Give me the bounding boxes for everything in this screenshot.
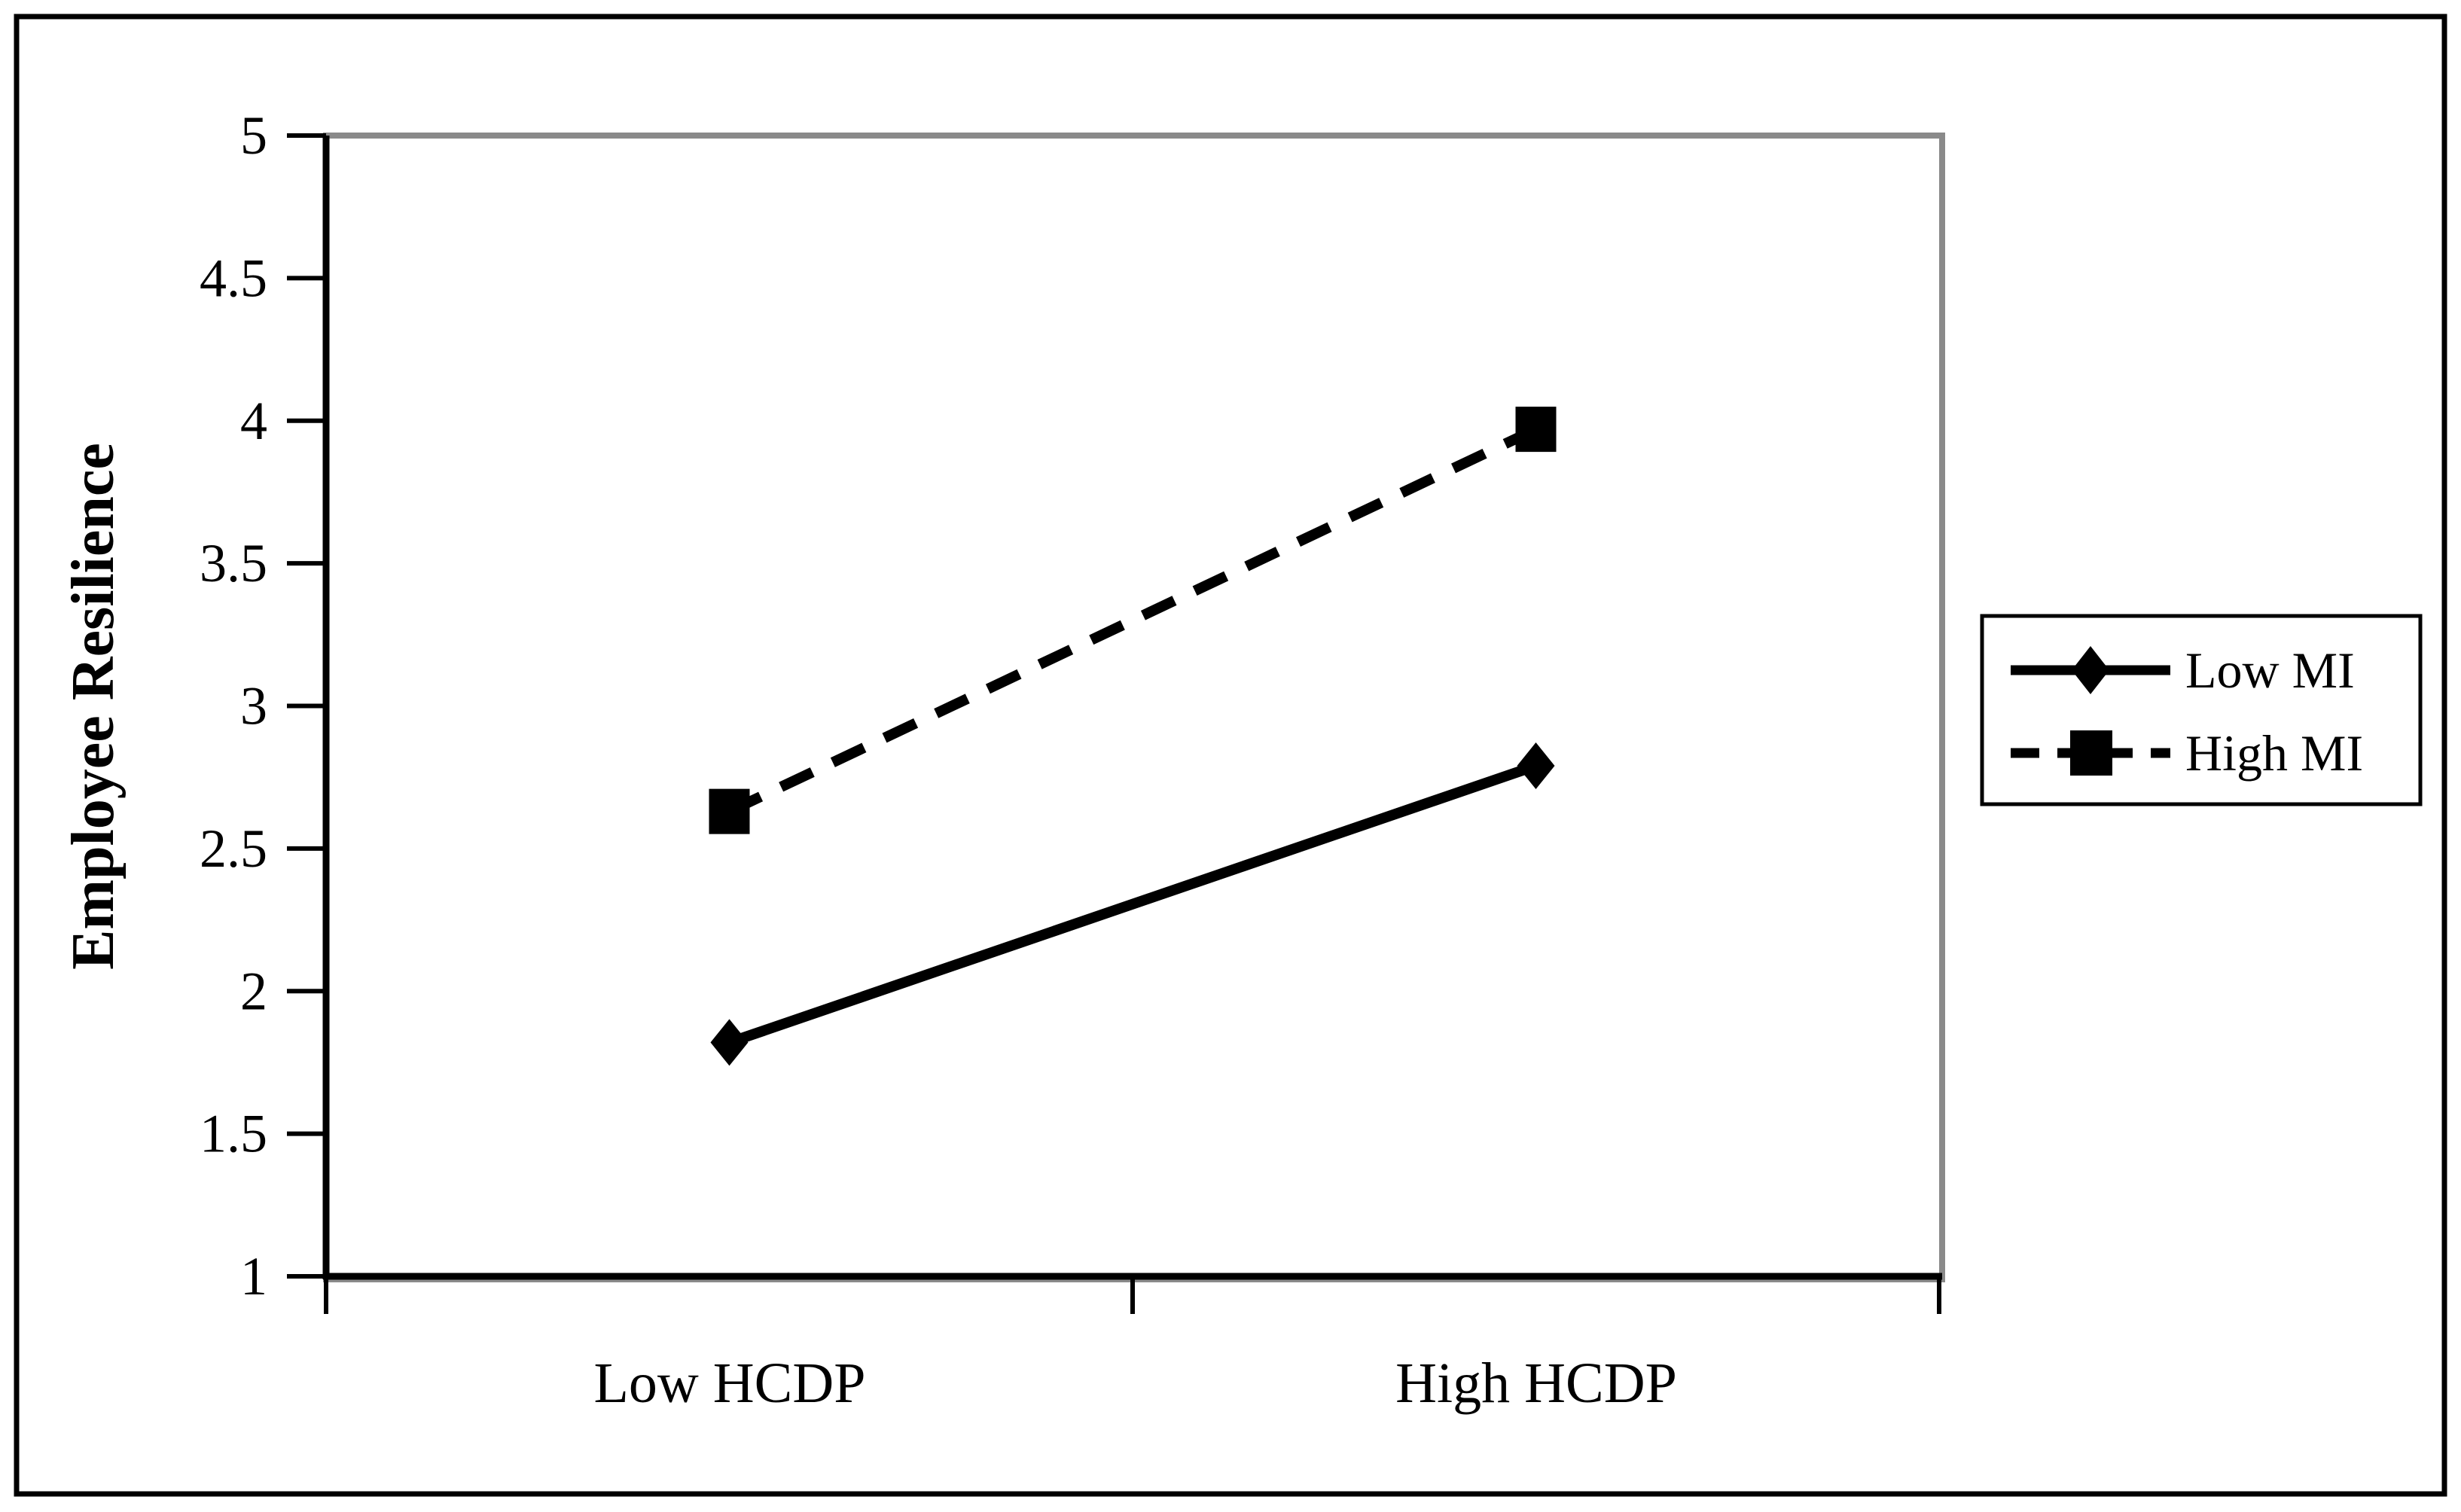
y-tick-label: 3.5 xyxy=(200,533,267,593)
figure-border xyxy=(14,14,2447,1497)
x-category-label-low: Low HCDP xyxy=(593,1352,865,1415)
data-series xyxy=(709,407,1557,1066)
square-marker-icon xyxy=(709,788,750,834)
legend-diamond-marker-icon xyxy=(2072,646,2109,694)
y-axis-title: Employee Resilience xyxy=(60,443,127,970)
y-tick-label: 2 xyxy=(240,961,267,1021)
square-marker-icon xyxy=(1515,407,1557,453)
y-tick-label: 5 xyxy=(240,105,267,166)
series-line-high-mi xyxy=(727,424,1539,816)
diamond-marker-icon xyxy=(1517,742,1555,790)
y-axis-ticks: 5 4.5 4 3.5 3 2.5 2 1.5 1 xyxy=(200,105,326,1306)
diamond-marker-icon xyxy=(710,1019,749,1066)
y-tick-label: 1.5 xyxy=(200,1104,267,1164)
legend-label-high-mi: High MI xyxy=(2185,724,2363,782)
y-tick-label: 3 xyxy=(240,676,267,736)
legend-label-low-mi: Low MI xyxy=(2185,642,2355,699)
y-tick-label: 2.5 xyxy=(200,818,267,879)
legend-square-marker-icon xyxy=(2070,730,2112,776)
legend-box xyxy=(1980,614,2423,806)
x-category-label-high: High HCDP xyxy=(1395,1352,1677,1415)
series-line-low-mi xyxy=(727,761,1538,1048)
y-tick-label: 1 xyxy=(240,1246,267,1306)
y-tick-label: 4 xyxy=(240,391,267,451)
legend: Low MI High MI xyxy=(1980,614,2423,806)
y-tick-label: 4.5 xyxy=(200,248,267,308)
plot-area xyxy=(323,133,1945,1282)
x-axis-ticks xyxy=(324,1276,1941,1314)
